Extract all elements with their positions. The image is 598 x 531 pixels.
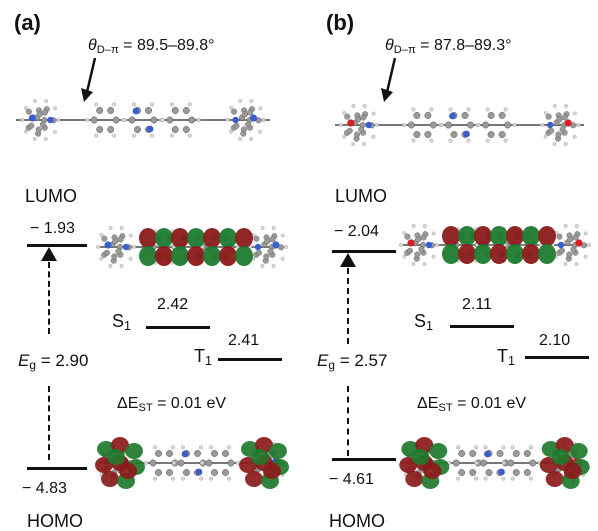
t1-label: T1 bbox=[194, 346, 213, 369]
dihedral-angle-label: θD–π = 89.5–89.8° bbox=[88, 37, 215, 56]
homo-level-line bbox=[27, 467, 87, 470]
gap-dashed-line bbox=[347, 386, 349, 456]
homo-orbital bbox=[399, 437, 590, 489]
energy-gap-label: Eg = 2.57 bbox=[317, 351, 388, 372]
t1-value: 2.41 bbox=[228, 332, 260, 349]
s1-value: 2.42 bbox=[157, 296, 189, 313]
energy-gap-label: Eg = 2.90 bbox=[18, 351, 89, 372]
arrow-up-icon bbox=[340, 253, 356, 267]
panel-b: (b) θD–π = 87.8–89.3° LUMO − 2.04 Eg = 2… bbox=[299, 0, 598, 531]
t1-value: 2.10 bbox=[539, 332, 571, 349]
gap-dashed-line bbox=[48, 386, 50, 460]
dihedral-angle-label: θD–π = 87.8–89.3° bbox=[385, 37, 512, 56]
lumo-energy: − 2.04 bbox=[334, 223, 379, 240]
molecule-structure bbox=[335, 104, 584, 146]
lumo-label: LUMO bbox=[335, 186, 388, 206]
t1-label: T1 bbox=[497, 346, 516, 369]
panel-label: (b) bbox=[326, 10, 355, 35]
panel-label: (a) bbox=[14, 10, 41, 35]
lumo-energy: − 1.93 bbox=[30, 220, 75, 237]
lumo-level-line bbox=[27, 244, 87, 247]
homo-label: HOMO bbox=[27, 511, 83, 531]
molecule-structure bbox=[16, 99, 270, 141]
t1-level-line bbox=[218, 358, 282, 361]
lumo-level-line bbox=[332, 250, 396, 253]
arrow-icon bbox=[81, 57, 97, 102]
singlet-triplet-gap: ΔEST = 0.01 eV bbox=[117, 395, 227, 414]
s1-level-line bbox=[146, 326, 210, 329]
s1-label: S1 bbox=[414, 311, 434, 334]
gap-dashed-line bbox=[48, 262, 50, 334]
homo-energy: − 4.83 bbox=[22, 480, 67, 497]
homo-label: HOMO bbox=[329, 511, 385, 531]
panel-a: (a) θD–π = 89.5–89.8° LUMO − 1.93 Eg = 2… bbox=[14, 10, 289, 531]
singlet-triplet-gap: ΔEST = 0.01 eV bbox=[417, 395, 527, 414]
arrow-icon bbox=[381, 57, 397, 102]
homo-level-line bbox=[332, 458, 396, 461]
t1-level-line bbox=[525, 356, 589, 359]
lumo-orbital bbox=[399, 224, 591, 266]
lumo-label: LUMO bbox=[25, 186, 78, 206]
lumo-orbital bbox=[96, 226, 288, 268]
s1-level-line bbox=[450, 325, 514, 328]
s1-label: S1 bbox=[112, 311, 132, 334]
s1-value: 2.11 bbox=[462, 296, 492, 313]
arrow-up-icon bbox=[41, 247, 57, 261]
homo-orbital bbox=[95, 437, 289, 489]
homo-energy: − 4.61 bbox=[329, 471, 374, 488]
gap-dashed-line bbox=[347, 268, 349, 344]
